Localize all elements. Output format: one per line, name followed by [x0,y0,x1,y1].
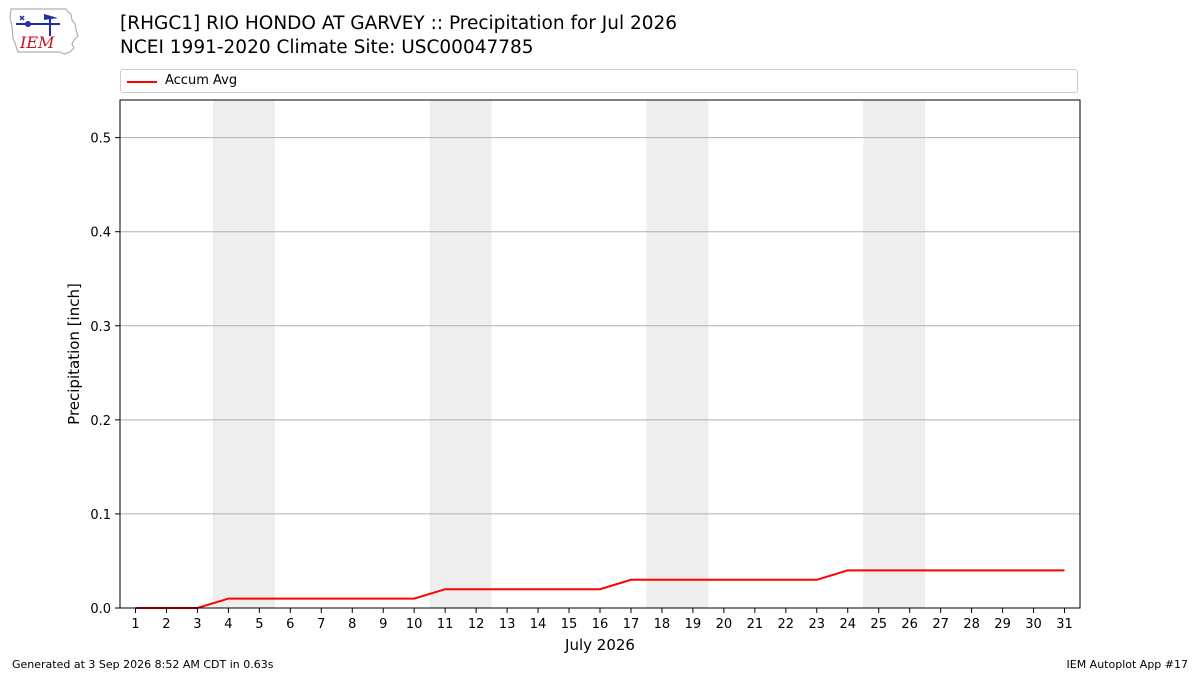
x-tick-label-16: 16 [592,617,609,632]
weekend-shading [212,100,926,608]
chart-title-line1: [RHGC1] RIO HONDO AT GARVEY :: Precipita… [120,13,678,34]
y-tick-label-0: 0.0 [90,602,111,617]
x-tick-label-31: 31 [1056,617,1073,632]
y-tick-label-2: 0.2 [90,414,111,429]
x-tick-label-3: 3 [193,617,201,632]
x-tick-label-10: 10 [406,617,423,632]
x-tick-label-28: 28 [963,617,980,632]
x-tick-label-6: 6 [286,617,294,632]
x-tick-label-8: 8 [348,617,356,632]
x-tick-label-20: 20 [716,617,733,632]
shaded-band-2 [429,100,492,608]
x-tick-label-11: 11 [437,617,454,632]
legend: Accum Avg [120,69,1078,93]
legend-label-accum-avg: Accum Avg [165,73,238,88]
shaded-band-3 [646,100,709,608]
x-tick-label-12: 12 [468,617,485,632]
x-tick-label-4: 4 [224,617,232,632]
x-tick-label-7: 7 [317,617,325,632]
x-tick-label-30: 30 [1025,617,1042,632]
y-axis-ticks: 0.0 0.1 0.2 0.3 0.4 0.5 [90,132,120,617]
shaded-band-4 [863,100,926,608]
x-tick-label-2: 2 [162,617,170,632]
chart-title-line2: NCEI 1991-2020 Climate Site: USC00047785 [120,37,534,58]
iem-logo-text: IEM [19,33,55,52]
x-tick-label-14: 14 [530,617,547,632]
x-tick-label-15: 15 [561,617,578,632]
app-label: IEM Autoplot App #17 [1066,658,1189,671]
x-tick-label-18: 18 [654,617,671,632]
x-tick-label-22: 22 [778,617,795,632]
y-tick-label-5: 0.5 [90,132,111,147]
y-tick-label-3: 0.3 [90,320,111,335]
x-tick-label-13: 13 [499,617,516,632]
x-tick-label-27: 27 [932,617,949,632]
x-tick-label-29: 29 [994,617,1011,632]
x-axis-ticks: 1 2 3 4 5 6 7 8 9 10 11 12 13 14 15 16 17 18 19 20 21 22 23 24 2… [131,608,1073,632]
x-tick-label-26: 26 [901,617,918,632]
chart-title: [RHGC1] RIO HONDO AT GARVEY :: Precipita… [120,12,677,60]
legend-swatch-accum-avg [127,81,157,83]
series-line-1 [135,569,1065,609]
y-tick-label-4: 0.4 [90,226,111,241]
x-tick-label-23: 23 [809,617,826,632]
x-tick-label-19: 19 [685,617,702,632]
y-tick-label-1: 0.1 [90,508,111,523]
x-tick-label-25: 25 [870,617,887,632]
generated-timestamp: Generated at 3 Sep 2026 8:52 AM CDT in 0… [12,658,274,671]
x-tick-label-5: 5 [255,617,263,632]
x-tick-label-17: 17 [623,617,640,632]
x-tick-label-21: 21 [747,617,764,632]
shaded-band-1 [212,100,275,608]
x-axis-label: July 2026 [564,636,635,654]
series-layer [135,569,1065,609]
iem-logo: IEM [8,6,82,58]
x-tick-label-24: 24 [839,617,856,632]
x-tick-label-9: 9 [379,617,387,632]
iem-logo-graphic: IEM [9,8,79,55]
gridlines [120,137,1080,515]
y-axis-label: Precipitation [inch] [65,283,83,425]
x-tick-label-1: 1 [131,617,139,632]
